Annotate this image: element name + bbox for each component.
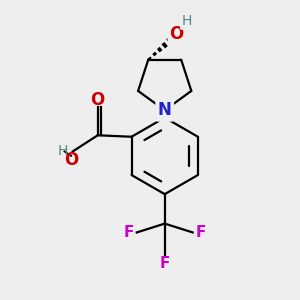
- Text: H: H: [182, 14, 192, 28]
- Text: O: O: [91, 91, 105, 109]
- Text: O: O: [64, 151, 78, 169]
- Text: O: O: [169, 25, 183, 43]
- Text: F: F: [160, 256, 170, 271]
- Text: F: F: [196, 225, 206, 240]
- Text: H: H: [57, 145, 68, 158]
- Text: N: N: [158, 101, 172, 119]
- Text: F: F: [123, 225, 134, 240]
